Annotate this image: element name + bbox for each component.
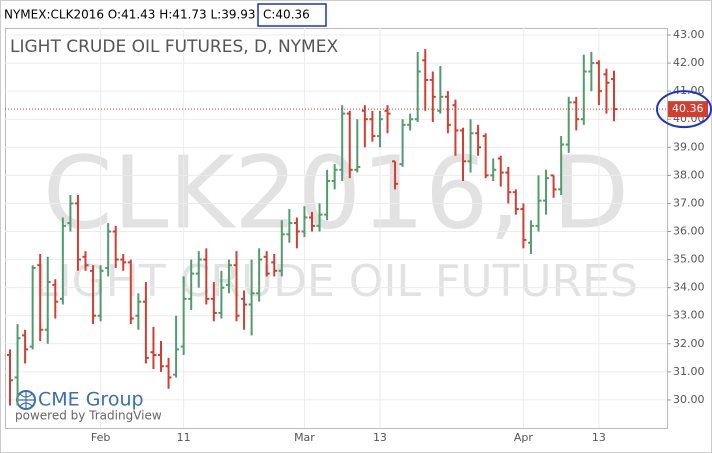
y-tick-label: 42.00	[673, 56, 705, 69]
logo-lines	[17, 391, 35, 409]
y-tick-label: 33.00	[673, 309, 705, 322]
watermark: LIGHT CRUDE OIL FUTURES	[34, 256, 638, 307]
plot-border	[5, 28, 668, 429]
x-tick-label: Feb	[91, 431, 110, 444]
y-tick-label: 39.00	[673, 140, 705, 153]
x-tick-label: 11	[177, 431, 191, 444]
symbol-info: NYMEX:CLK2016 O:41.43 H:41.73 L:39.93	[4, 8, 256, 22]
highlight-box	[257, 3, 327, 27]
y-tick-label: 34.00	[673, 281, 705, 294]
y-tick-label: 32.00	[673, 337, 705, 350]
y-tick-label: 36.00	[673, 225, 705, 238]
last-price-box	[668, 101, 708, 118]
chart-title: LIGHT CRUDE OIL FUTURES, D, NYMEX	[10, 37, 338, 57]
y-tick-label: 30.00	[673, 393, 705, 406]
x-tick-label: Apr	[514, 431, 534, 444]
watermark: CLK2016, D	[43, 134, 629, 251]
x-tick-label: Mar	[294, 431, 315, 444]
x-tick-label: 13	[592, 431, 606, 444]
credit: powered by TradingView	[15, 409, 162, 423]
y-tick-label: 37.00	[673, 196, 705, 209]
y-tick-label: 38.00	[673, 168, 705, 181]
last-price-label: 40.36	[672, 102, 704, 115]
logo: CME Group powered by TradingView	[15, 389, 162, 423]
y-tick-label: 35.00	[673, 253, 705, 266]
highlight-ellipse	[656, 90, 712, 129]
y-tick-label: 43.00	[673, 28, 705, 41]
close-info: C:40.36	[263, 8, 310, 22]
logo-text: CME Group	[38, 389, 144, 411]
y-tick-label: 31.00	[673, 365, 705, 378]
x-tick-label: 13	[373, 431, 387, 444]
